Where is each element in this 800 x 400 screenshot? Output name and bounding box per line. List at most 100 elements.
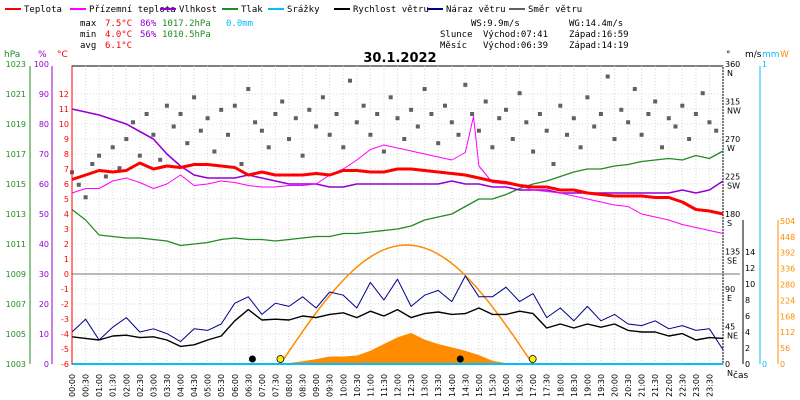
wind-direction-point: [558, 103, 563, 108]
stats-max-temp: 7.5°C: [105, 19, 132, 29]
axis-tick-deg: 0: [725, 360, 730, 369]
axis-tick-ms: 2: [745, 344, 750, 353]
wind-direction-point: [164, 103, 169, 108]
wind-direction-point: [646, 112, 651, 116]
wind-direction-point: [693, 112, 698, 116]
wind-direction-point: [714, 128, 719, 133]
axis-tick-pct: 10: [39, 330, 49, 339]
wind-direction-point: [246, 87, 251, 91]
wind-direction-point: [612, 137, 617, 141]
axis-tick-time: 19:30: [597, 374, 606, 397]
axis-unit-deg: °: [726, 50, 731, 60]
gust-line: [71, 275, 724, 350]
wind-direction-point: [158, 157, 163, 162]
wind-direction-point: [103, 174, 108, 179]
axis-tick-degc: 0: [64, 270, 69, 279]
wind-direction-point: [585, 95, 590, 100]
solar-area: [280, 332, 534, 364]
legend-item: Vlhkost: [179, 5, 217, 15]
axis-tick-pct: 80: [39, 120, 49, 129]
wind-direction-point: [287, 137, 291, 141]
sunset-marker: [528, 355, 537, 363]
legend-item: Teplota: [24, 5, 62, 15]
axis-tick-dir: NE: [727, 332, 738, 341]
pressure-line: [71, 150, 724, 247]
axis-unit-time: čas: [733, 370, 748, 381]
wind-direction-point: [388, 95, 393, 100]
stats-precip: 0.0mm: [226, 19, 253, 29]
axis-tick-time: 02:30: [136, 374, 145, 397]
axis-tick-time: 06:30: [244, 374, 253, 397]
wind-direction-point: [524, 120, 529, 125]
axis-tick-w: 0: [780, 360, 785, 369]
humidity-line: [71, 108, 724, 194]
axis-tick-degc: -4: [61, 330, 69, 339]
stats-wg: WG:14.4m/s: [569, 19, 623, 29]
axis-tick-degc: -6: [61, 360, 69, 369]
axis-tick-dir: N: [727, 69, 733, 78]
axis-tick-time: 10:00: [339, 374, 348, 397]
wind-direction-point: [131, 120, 135, 125]
axis-tick-dir: SW: [727, 182, 740, 191]
moonrise: Východ:06:39: [483, 41, 548, 51]
stats-avg-label: avg: [80, 41, 96, 51]
axis-tick-time: 14:30: [461, 374, 470, 397]
axis-tick-ms: 0: [745, 360, 750, 369]
wind-direction-point: [476, 128, 481, 133]
legend-item: Přízemní teplota: [89, 5, 176, 15]
wind-direction-point: [544, 128, 549, 133]
axis-unit-mm: mm: [762, 50, 780, 60]
axis-tick-pct: 90: [39, 90, 49, 99]
axis-tick-deg: 45: [725, 323, 735, 332]
wind-direction-point: [117, 166, 122, 171]
axis-tick-time: 12:00: [394, 374, 403, 397]
stats-avg-temp: 6.1°C: [105, 41, 132, 51]
wind-direction-point: [497, 116, 502, 121]
axis-tick-degc: -1: [61, 285, 69, 294]
wind-direction-point: [666, 116, 671, 121]
axis-tick-time: 03:00: [149, 374, 158, 397]
wind-direction-point: [273, 112, 278, 116]
wind-direction-point: [592, 124, 597, 129]
wind-direction-point: [97, 153, 102, 158]
axis-tick-pct: 40: [39, 240, 49, 249]
axis-tick-time: 01:00: [95, 374, 104, 397]
axis-tick-mm: 1: [762, 60, 767, 69]
axis-tick-dir: NW: [727, 107, 741, 116]
wind-direction-point: [578, 145, 583, 150]
stats-min-label: min: [80, 30, 96, 40]
axis-tick-degc: 11: [59, 105, 69, 114]
axis-tick-degc: 8: [64, 150, 69, 159]
axis-tick-hpa: 1005: [6, 330, 26, 339]
wind-direction-point: [639, 132, 644, 137]
legend-item: Směr větru: [528, 5, 582, 15]
axis-tick-time: 20:30: [624, 374, 633, 397]
wind-direction-point: [375, 112, 380, 116]
axis-tick-ms: 14: [745, 248, 755, 257]
wind-direction-point: [110, 145, 115, 150]
sunset: Západ:16:59: [569, 30, 629, 40]
wind-direction-point: [83, 195, 88, 200]
temperature-line: [71, 161, 724, 216]
axis-tick-time: 14:00: [448, 374, 457, 397]
axis-tick-degc: 12: [59, 90, 69, 99]
axis-tick-hpa: 1021: [6, 90, 26, 99]
axis-tick-hpa: 1003: [6, 360, 26, 369]
axis-tick-time: 10:30: [353, 374, 362, 397]
axis-tick-w: 280: [780, 281, 795, 290]
wind-direction-point: [232, 103, 237, 108]
axis-tick-time: 03:30: [163, 374, 172, 397]
axis-tick-time: 07:00: [258, 374, 267, 397]
wind-direction-point: [76, 182, 81, 187]
wind-direction-point: [341, 145, 346, 150]
wind-direction-point: [517, 91, 522, 96]
wind-direction-point: [192, 95, 197, 100]
axis-tick-time: 16:30: [516, 374, 525, 397]
legend-item: Náraz větru: [446, 5, 506, 15]
axis-tick-time: 21:00: [638, 374, 647, 397]
axis-tick-time: 02:00: [122, 374, 131, 397]
wind-direction-point: [354, 120, 359, 125]
axis-unit-hpa: hPa: [4, 50, 20, 60]
wind-direction-point: [551, 162, 556, 166]
